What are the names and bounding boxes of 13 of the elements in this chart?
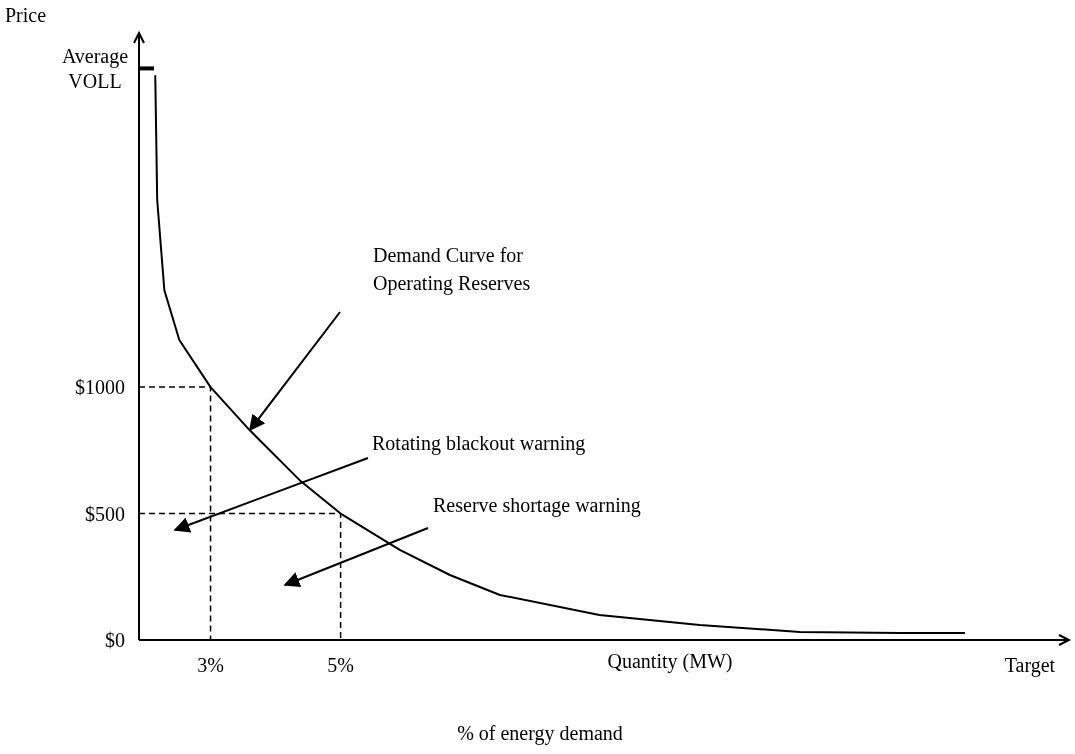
y-tick-label: $0 <box>105 629 125 651</box>
x-tick-label: 5% <box>327 654 354 676</box>
annotation: Demand Curve for Operating Reserves <box>373 244 531 295</box>
y-tick-label: Average VOLL <box>61 44 129 92</box>
x-tick-label: 3% <box>197 654 224 676</box>
x-axis-title: Quantity (MW) <box>607 650 733 673</box>
text: % of energy demand <box>457 722 623 745</box>
x-tick-label: Target <box>1004 654 1056 677</box>
y-axis-title: Price <box>5 4 47 26</box>
annotation: Rotating blackout warning <box>372 432 586 455</box>
y-tick-label: $500 <box>85 502 125 525</box>
y-tick-label: $1000 <box>75 376 125 399</box>
annotation: Reserve shortage warning <box>433 494 641 517</box>
